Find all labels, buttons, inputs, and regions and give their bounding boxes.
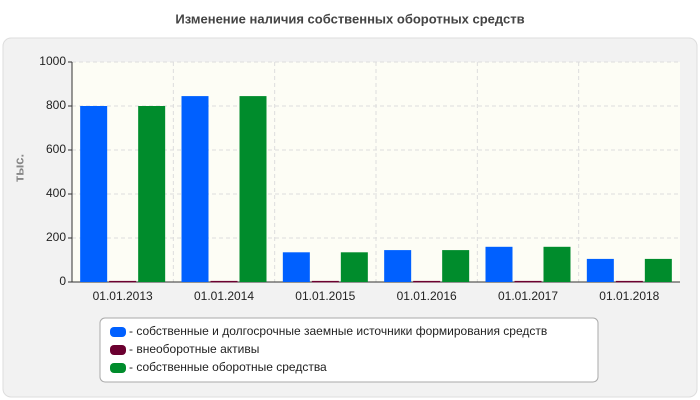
bar	[384, 250, 412, 282]
bar	[340, 252, 368, 282]
bar	[239, 96, 267, 282]
y-tick-label: 800	[46, 98, 66, 112]
bar	[181, 96, 209, 282]
x-tick-label: 01.01.2018	[599, 289, 659, 303]
y-tick-label: 600	[46, 142, 66, 156]
bar	[210, 280, 238, 283]
legend-swatch	[110, 345, 126, 355]
y-tick-label: 1000	[39, 54, 66, 68]
y-tick-label: 0	[59, 274, 66, 288]
y-tick-label: 400	[46, 186, 66, 200]
y-tick-label: 200	[46, 230, 66, 244]
bar	[413, 280, 441, 283]
bar	[80, 106, 108, 282]
legend-swatch	[110, 363, 126, 373]
legend-label: - собственные и долгосрочные заемные ист…	[129, 324, 547, 338]
legend-label: - собственные оборотные средства	[129, 360, 327, 374]
legend	[99, 317, 599, 383]
y-axis-label: тыс.	[11, 154, 26, 182]
bar	[543, 246, 571, 282]
bar	[615, 280, 643, 283]
bar	[485, 246, 513, 282]
x-tick-label: 01.01.2015	[295, 289, 355, 303]
bar	[514, 280, 542, 283]
bar	[442, 250, 470, 282]
x-tick-label: 01.01.2014	[194, 289, 254, 303]
legend-label: - внеоборотные активы	[129, 342, 259, 356]
bar	[138, 106, 166, 282]
bar	[586, 258, 614, 282]
bar	[311, 280, 339, 283]
bar	[644, 258, 672, 282]
bar	[109, 280, 137, 283]
chart-title: Изменение наличия собственных оборотных …	[175, 11, 524, 26]
legend-swatch	[110, 327, 126, 337]
x-tick-label: 01.01.2017	[498, 289, 558, 303]
x-tick-label: 01.01.2016	[397, 289, 457, 303]
bar	[282, 252, 310, 282]
x-tick-label: 01.01.2013	[93, 289, 153, 303]
